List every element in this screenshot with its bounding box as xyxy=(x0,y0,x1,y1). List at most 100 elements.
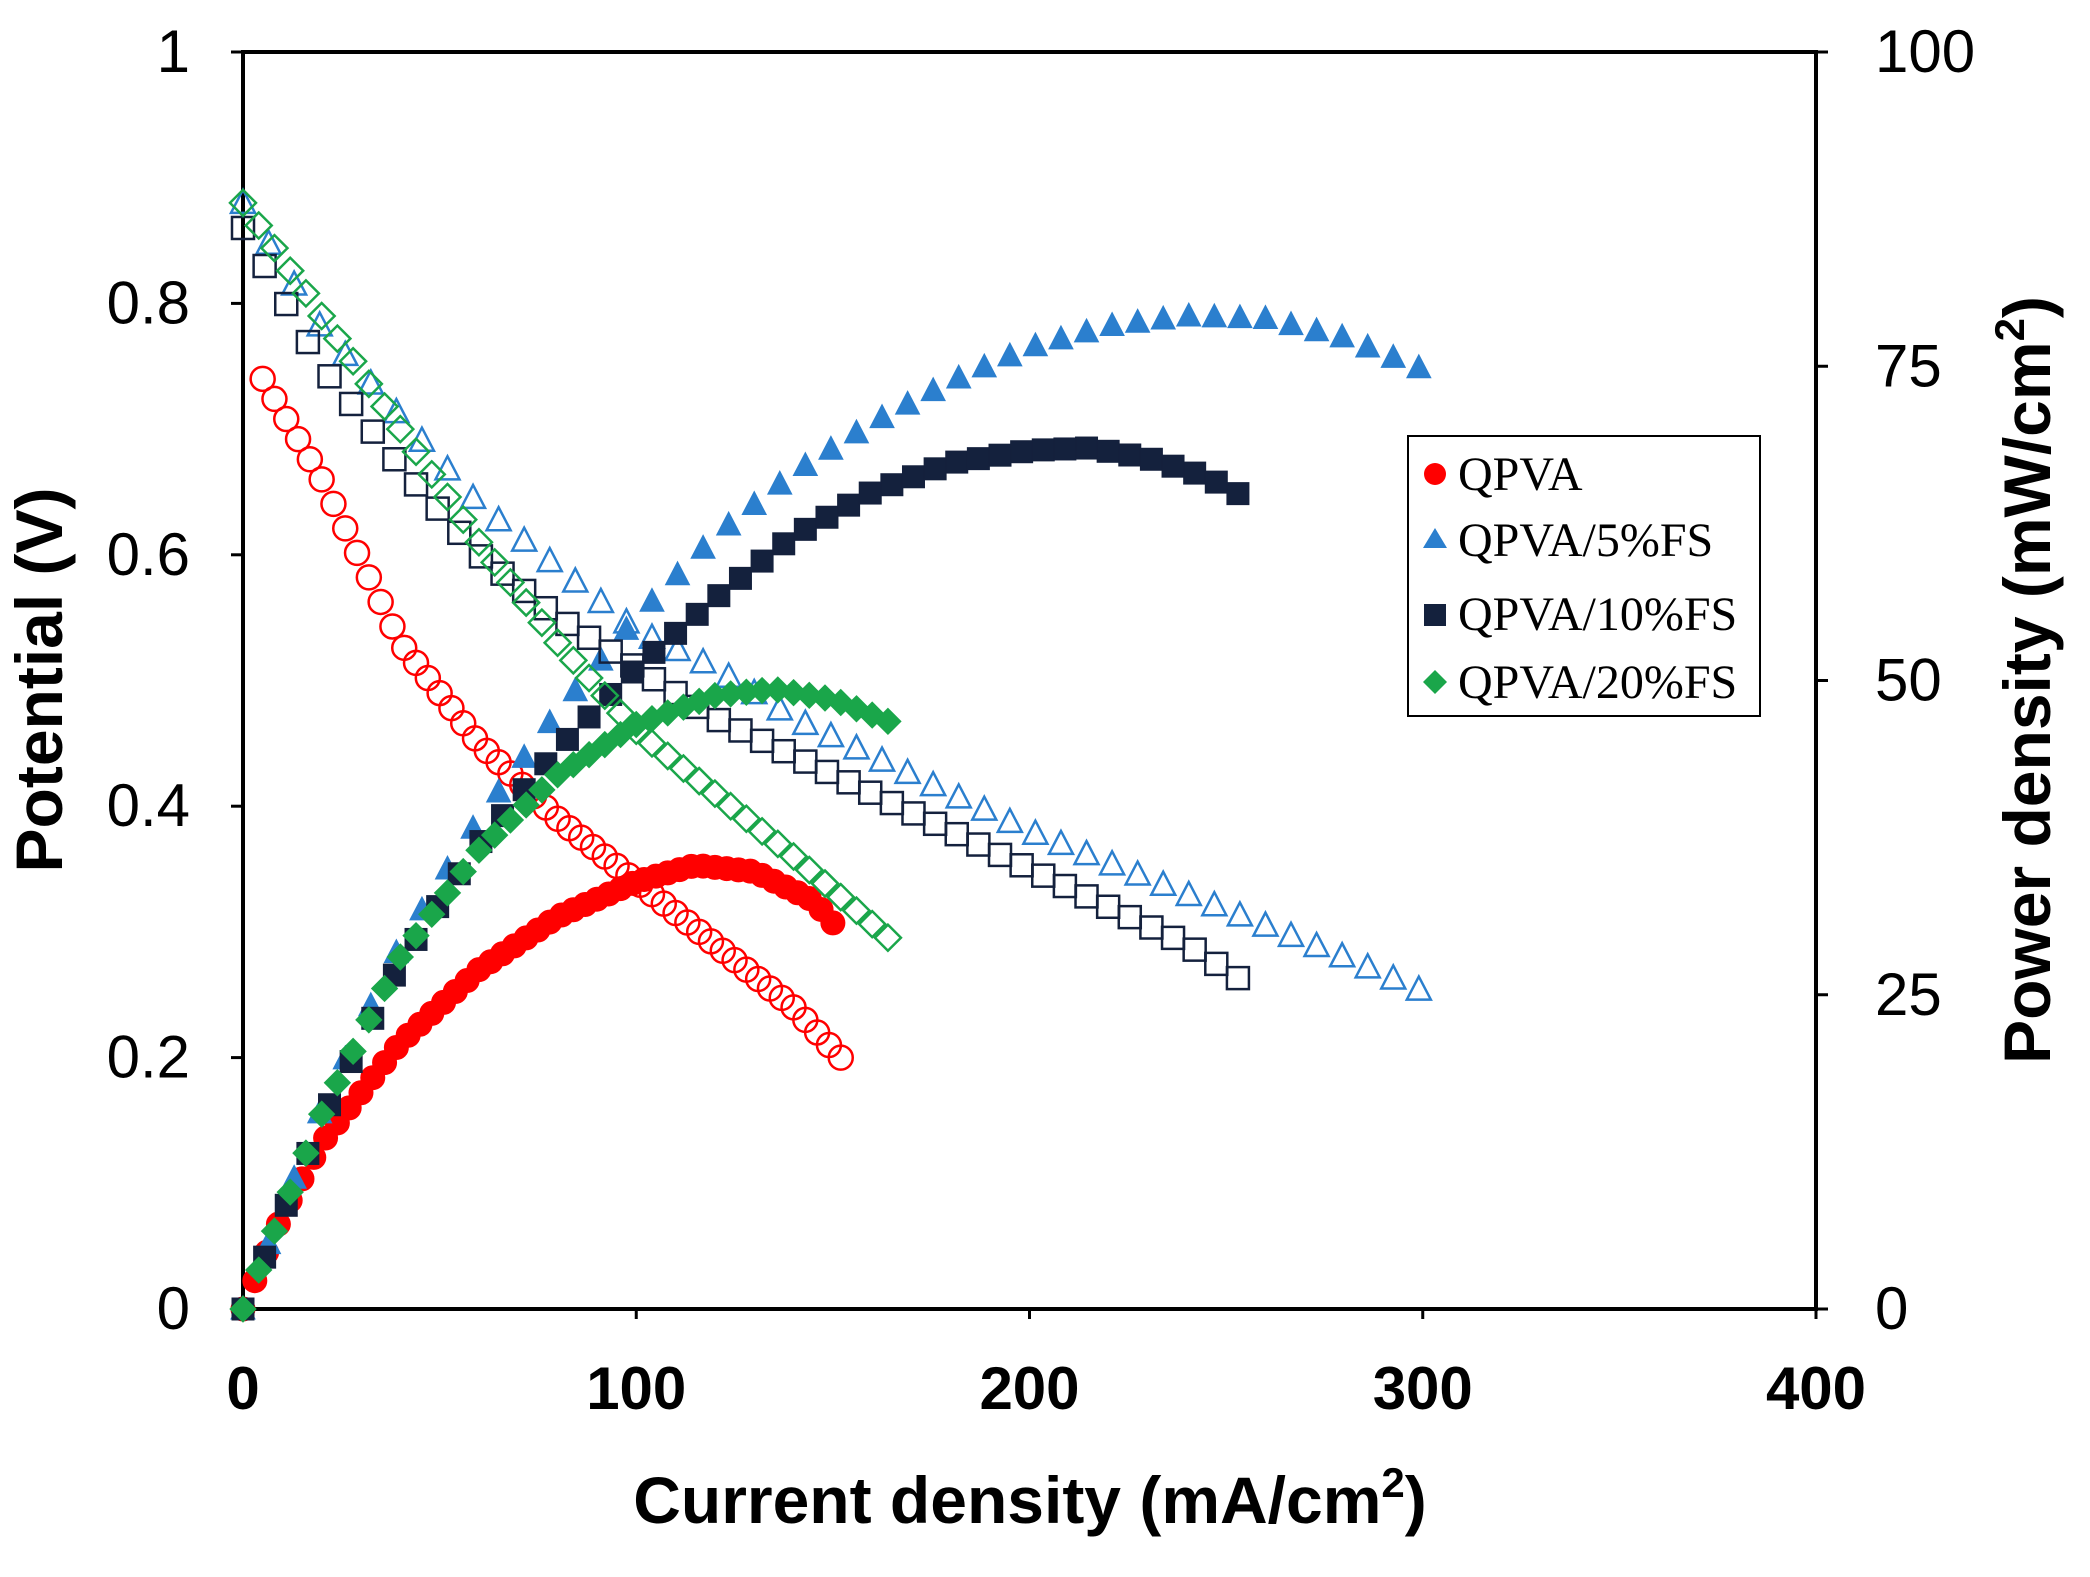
potential-point xyxy=(1052,873,1078,899)
x-axis-title: Current density (mA/cm2) xyxy=(633,1459,1426,1537)
power-point xyxy=(664,560,691,586)
power-point xyxy=(1227,303,1253,329)
potential-point xyxy=(306,301,337,331)
y-right-axis-title: Power density (mW/cm2) xyxy=(1986,296,2064,1064)
power-point xyxy=(750,549,774,573)
legend-label-qpva-10fs: QPVA/10%FS xyxy=(1458,588,1737,641)
power-point xyxy=(480,821,509,849)
x-axis-title-sup: 2 xyxy=(1381,1459,1404,1506)
power-point xyxy=(792,451,819,477)
power-point xyxy=(386,943,415,971)
potential-point xyxy=(728,718,753,743)
potential-point xyxy=(479,547,510,578)
y-left-tick-label: 0 xyxy=(157,1275,190,1342)
x-axis-title-main: Current density (mA/cm xyxy=(633,1463,1381,1537)
potential-point xyxy=(706,707,732,733)
power-point xyxy=(901,465,925,489)
power-point xyxy=(355,1006,383,1034)
power-point xyxy=(536,708,563,734)
potential-point xyxy=(308,466,335,493)
potential-point xyxy=(252,253,277,279)
potential-point xyxy=(228,187,258,215)
power-point xyxy=(599,682,623,706)
power-point xyxy=(997,341,1023,367)
power-point xyxy=(1183,461,1207,485)
power-point xyxy=(1075,436,1099,460)
potential-point xyxy=(438,694,465,722)
y-right-tick-label: 50 xyxy=(1875,647,1942,714)
x-tick-label: 300 xyxy=(1373,1355,1473,1422)
power-point xyxy=(511,743,537,768)
potential-point xyxy=(527,607,557,638)
y-left-tick-label: 0.8 xyxy=(107,269,190,336)
potential-curve xyxy=(228,187,1433,1001)
potential-point xyxy=(555,611,580,637)
legend-label-qpva-5fs: QPVA/5%FS xyxy=(1458,514,1713,567)
potential-point xyxy=(433,453,462,481)
power-point xyxy=(1175,301,1202,327)
power-point xyxy=(707,584,731,608)
power-point xyxy=(772,532,796,556)
potential-point xyxy=(447,520,472,546)
potential-point xyxy=(700,778,730,809)
potential-point xyxy=(689,646,718,674)
series-layer xyxy=(228,187,1433,1323)
power-point xyxy=(1022,331,1049,357)
power-point xyxy=(1278,310,1304,336)
potential-point xyxy=(1353,951,1382,979)
power-point xyxy=(276,1178,304,1206)
power-point xyxy=(664,621,688,645)
power-point xyxy=(874,707,902,736)
power-point xyxy=(642,640,666,664)
potential-point xyxy=(243,210,274,241)
power-point xyxy=(966,447,990,471)
potential-point xyxy=(857,780,883,805)
y-left-tick-label: 0.2 xyxy=(107,1024,190,1091)
power-point xyxy=(1118,443,1142,467)
power-point xyxy=(1150,304,1177,330)
power-point xyxy=(815,505,839,529)
potential-point xyxy=(1225,899,1254,927)
potential-point xyxy=(403,472,429,497)
potential-point xyxy=(468,544,494,569)
potential-point xyxy=(652,741,683,771)
potential-point xyxy=(793,749,818,774)
power-point xyxy=(1201,302,1228,328)
potential-point xyxy=(1021,817,1050,845)
potential-point xyxy=(1095,894,1121,920)
potential-point xyxy=(296,446,324,473)
power-point xyxy=(370,974,399,1003)
potential-point xyxy=(275,255,305,286)
potential-point xyxy=(355,564,383,591)
y-left-tick-label: 1 xyxy=(157,18,190,85)
x-tick-label: 200 xyxy=(979,1355,1079,1422)
potential-point xyxy=(1174,879,1203,907)
potential-point xyxy=(1225,965,1251,991)
potential-point xyxy=(320,490,347,518)
power-curve xyxy=(230,853,846,1322)
y-right-axis-title-end: ) xyxy=(1990,296,2064,318)
potential-point xyxy=(382,396,411,424)
series-2 xyxy=(230,215,1251,1321)
potential-point xyxy=(261,385,288,413)
power-point xyxy=(465,836,493,864)
power-point xyxy=(562,676,589,702)
potential-point xyxy=(810,868,840,899)
potential-point xyxy=(1072,838,1101,866)
potential-point xyxy=(668,753,699,784)
power-point xyxy=(433,879,462,907)
power-point xyxy=(496,806,525,834)
potential-point xyxy=(731,804,762,834)
potential-point xyxy=(259,233,290,263)
potential-point xyxy=(987,842,1013,868)
legend-marker-qpva-10fs xyxy=(1424,604,1446,626)
potential-point xyxy=(1009,853,1034,878)
potential-point xyxy=(535,545,564,573)
power-point xyxy=(741,490,768,516)
power-point xyxy=(307,1100,336,1128)
potential-point xyxy=(426,679,453,707)
potential-point xyxy=(641,666,667,692)
potential-point xyxy=(873,922,903,953)
power-point xyxy=(323,1069,352,1097)
